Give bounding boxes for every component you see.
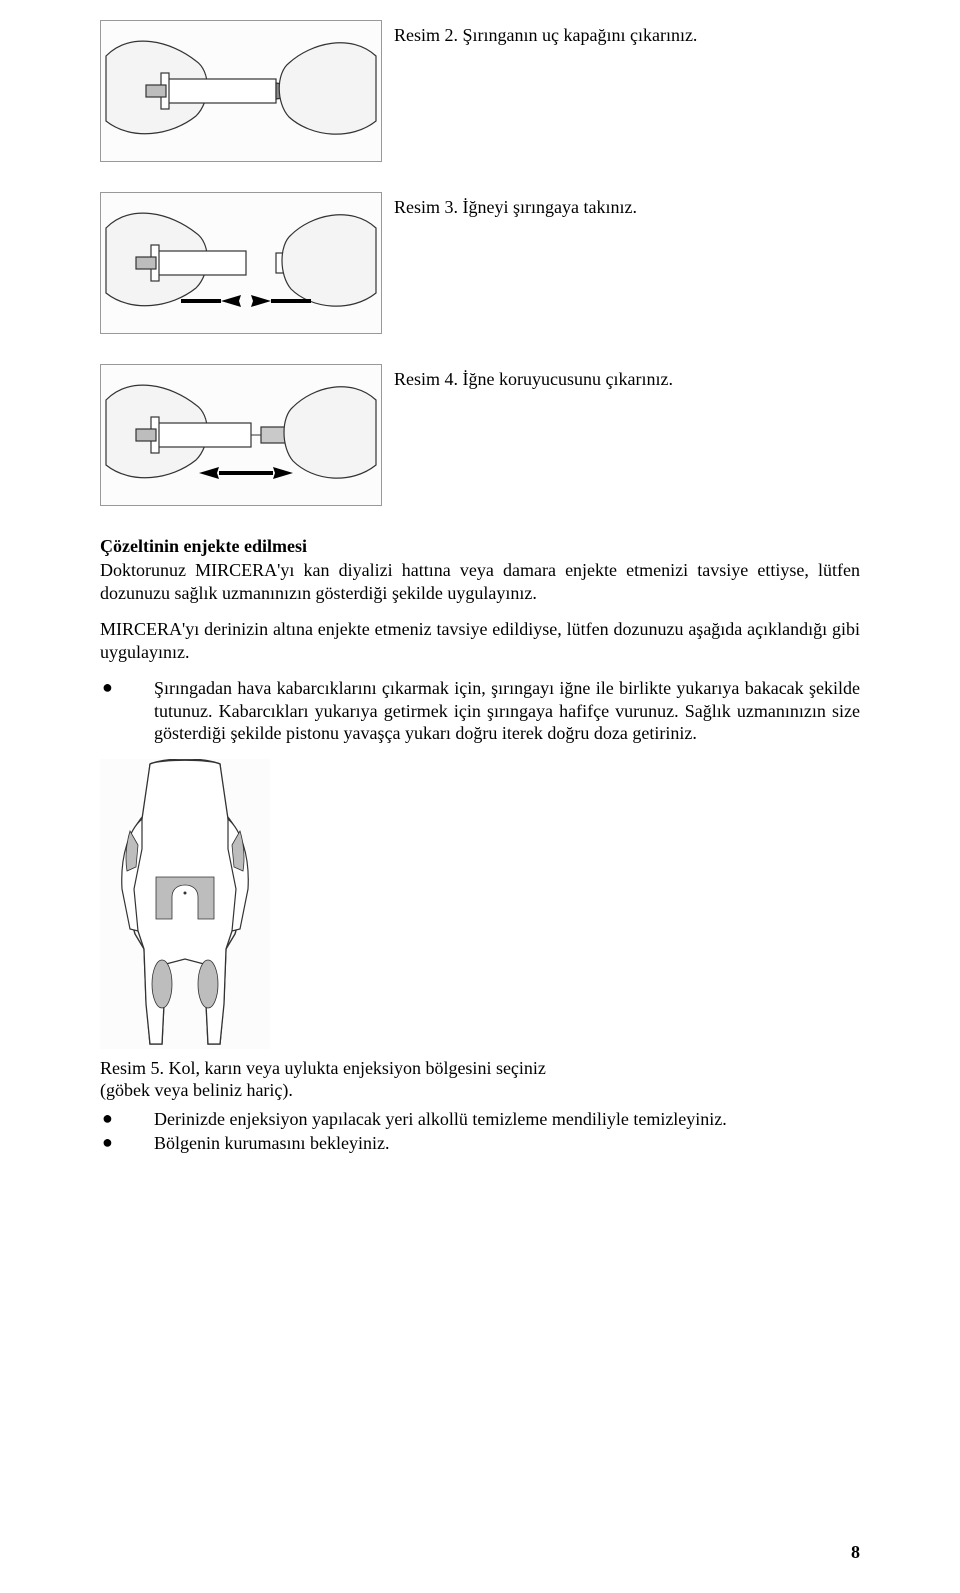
figure-row-4: Resim 4. İğne koruyucusunu çıkarınız. — [100, 364, 860, 506]
bullet-icon: ● — [100, 1132, 154, 1155]
bullet-row-1: ● Şırıngadan hava kabarcıklarını çıkarma… — [100, 677, 860, 745]
page-number: 8 — [851, 1542, 860, 1563]
figure-image-4 — [100, 364, 382, 506]
figure-image-2 — [100, 20, 382, 162]
figure-caption-2: Resim 2. Şırınganın uç kapağını çıkarını… — [394, 20, 697, 47]
section-intro-2: MIRCERA'yı derinizin altına enjekte etme… — [100, 618, 860, 663]
bullet-text-3: Bölgenin kurumasını bekleyiniz. — [154, 1132, 860, 1155]
bullet-icon: ● — [100, 677, 154, 745]
figure-caption-3: Resim 3. İğneyi şırıngaya takınız. — [394, 192, 637, 219]
figure-caption-5: Resim 5. Kol, karın veya uylukta enjeksi… — [100, 1057, 550, 1102]
section-title: Çözeltinin enjekte edilmesi — [100, 536, 860, 557]
figure-row-3: Resim 3. İğneyi şırıngaya takınız. — [100, 192, 860, 334]
section-intro-1: Doktorunuz MIRCERA'yı kan diyalizi hattı… — [100, 559, 860, 604]
bullet-row-2: ● Derinizde enjeksiyon yapılacak yeri al… — [100, 1108, 860, 1131]
figure-image-3 — [100, 192, 382, 334]
figure-caption-4: Resim 4. İğne koruyucusunu çıkarınız. — [394, 364, 673, 391]
figure-image-5 — [100, 759, 270, 1049]
bullet-icon: ● — [100, 1108, 154, 1131]
bullet-row-3: ● Bölgenin kurumasını bekleyiniz. — [100, 1132, 860, 1155]
bullet-text-1: Şırıngadan hava kabarcıklarını çıkarmak … — [154, 677, 860, 745]
bullet-text-2: Derinizde enjeksiyon yapılacak yeri alko… — [154, 1108, 860, 1131]
figure-row-2: Resim 2. Şırınganın uç kapağını çıkarını… — [100, 20, 860, 162]
